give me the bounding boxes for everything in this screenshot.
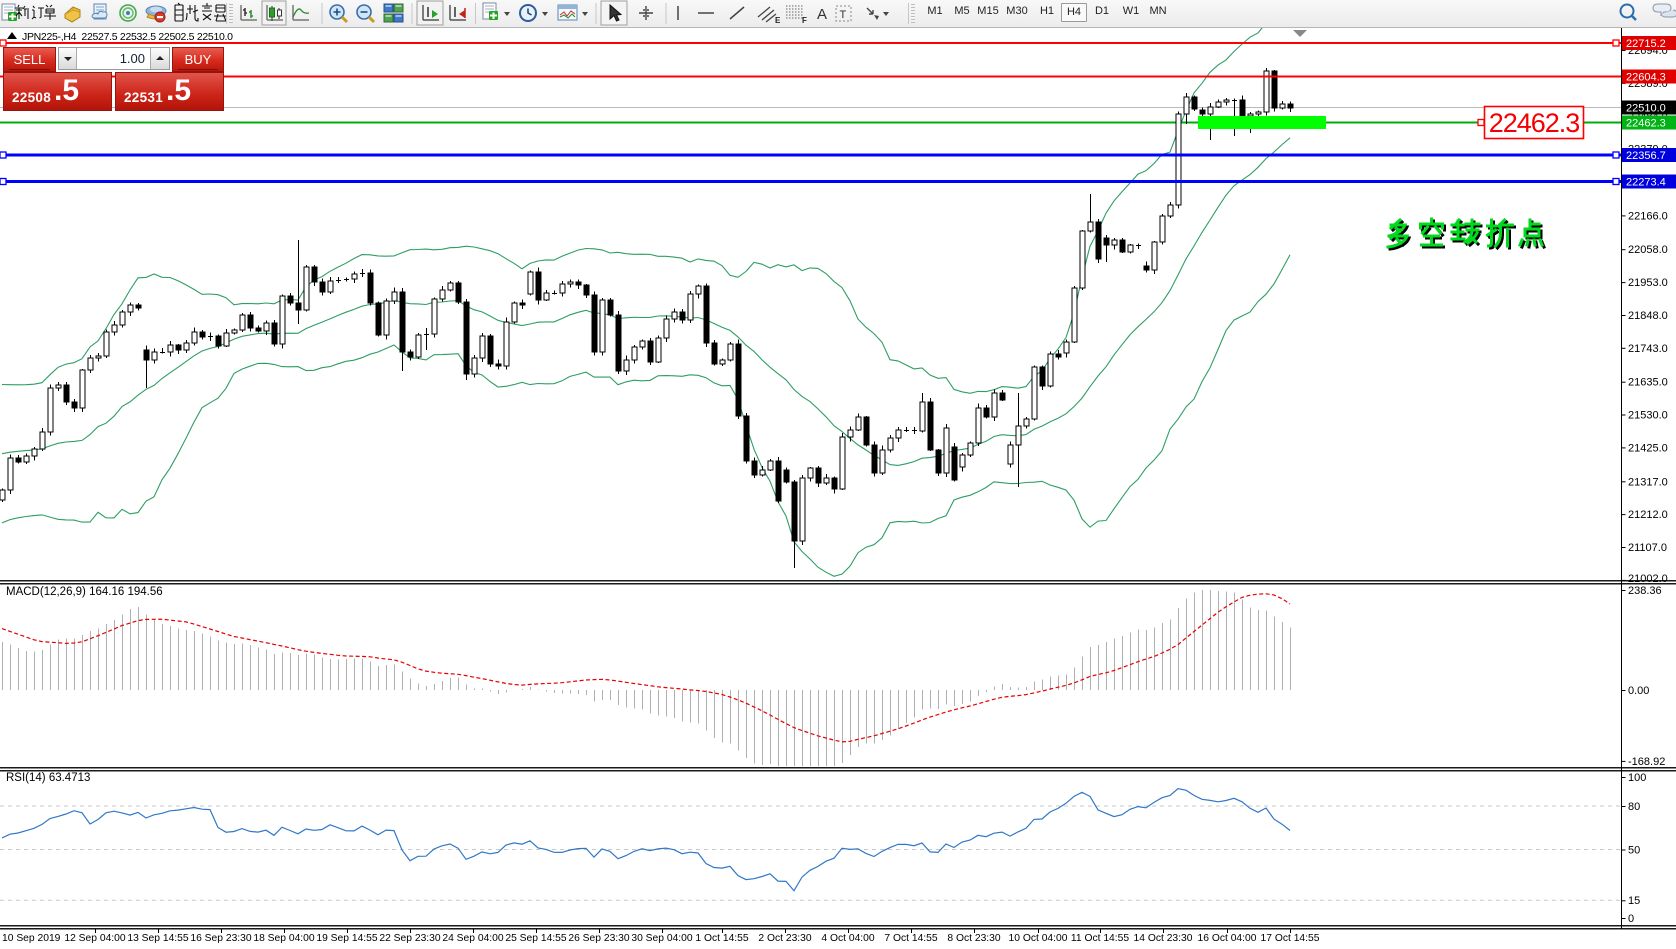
svg-text:22356.7: 22356.7 bbox=[1626, 150, 1666, 162]
svg-text:21107.0: 21107.0 bbox=[1628, 542, 1667, 554]
svg-text:24 Sep 04:00: 24 Sep 04:00 bbox=[442, 933, 504, 944]
svg-text:15: 15 bbox=[1628, 895, 1640, 907]
svg-text:-168.92: -168.92 bbox=[1628, 756, 1665, 768]
svg-text:19 Sep 14:55: 19 Sep 14:55 bbox=[316, 933, 378, 944]
svg-text:A: A bbox=[817, 6, 827, 23]
svg-text:11 Oct 14:55: 11 Oct 14:55 bbox=[1071, 933, 1129, 944]
svg-text:22166.0: 22166.0 bbox=[1628, 210, 1668, 222]
svg-text:100: 100 bbox=[1628, 772, 1646, 784]
svg-text:18 Sep 04:00: 18 Sep 04:00 bbox=[253, 933, 315, 944]
svg-text:10 Sep 2019: 10 Sep 2019 bbox=[2, 933, 61, 944]
svg-text:21848.0: 21848.0 bbox=[1628, 310, 1668, 322]
svg-text:JPN225-,H4 22527.5 22532.5 22: JPN225-,H4 22527.5 22532.5 22502.5 22510… bbox=[22, 31, 233, 43]
svg-text:30 Sep 04:00: 30 Sep 04:00 bbox=[631, 933, 693, 944]
svg-text:4 Oct 04:00: 4 Oct 04:00 bbox=[821, 933, 875, 944]
svg-text:16 Oct 04:00: 16 Oct 04:00 bbox=[1198, 933, 1257, 944]
svg-text:7 Oct 14:55: 7 Oct 14:55 bbox=[884, 933, 938, 944]
svg-text:238.36: 238.36 bbox=[1628, 585, 1662, 597]
svg-text:50: 50 bbox=[1628, 845, 1640, 857]
svg-text:10 Oct 04:00: 10 Oct 04:00 bbox=[1009, 933, 1068, 944]
svg-text:14 Oct 23:30: 14 Oct 23:30 bbox=[1134, 933, 1193, 944]
svg-text:13 Sep 14:55: 13 Sep 14:55 bbox=[127, 933, 189, 944]
svg-text:21743.0: 21743.0 bbox=[1628, 343, 1668, 355]
svg-text:26 Sep 23:30: 26 Sep 23:30 bbox=[568, 933, 630, 944]
svg-text:17 Oct 14:55: 17 Oct 14:55 bbox=[1261, 933, 1320, 944]
svg-text:21425.0: 21425.0 bbox=[1628, 442, 1668, 454]
svg-text:21635.0: 21635.0 bbox=[1628, 377, 1668, 389]
svg-text:80: 80 bbox=[1628, 801, 1640, 813]
svg-text:1 Oct 14:55: 1 Oct 14:55 bbox=[695, 933, 749, 944]
svg-text:22715.2: 22715.2 bbox=[1626, 38, 1666, 50]
svg-text:0: 0 bbox=[1628, 913, 1634, 925]
svg-text:22462.3: 22462.3 bbox=[1626, 118, 1666, 130]
svg-text:21953.0: 21953.0 bbox=[1628, 277, 1668, 289]
svg-text:22604.3: 22604.3 bbox=[1626, 72, 1666, 84]
svg-text:22462.3: 22462.3 bbox=[1489, 108, 1580, 138]
svg-text:22273.4: 22273.4 bbox=[1626, 177, 1666, 189]
svg-text:E: E bbox=[775, 16, 781, 25]
svg-text:MACD(12,26,9) 164.16 194.56: MACD(12,26,9) 164.16 194.56 bbox=[6, 586, 163, 598]
svg-text:8 Oct 23:30: 8 Oct 23:30 bbox=[947, 933, 1001, 944]
svg-text:21212.0: 21212.0 bbox=[1628, 509, 1668, 521]
svg-text:F: F bbox=[802, 16, 807, 25]
svg-text:16 Sep 23:30: 16 Sep 23:30 bbox=[190, 933, 252, 944]
svg-text:T: T bbox=[840, 9, 847, 21]
svg-text:22 Sep 23:30: 22 Sep 23:30 bbox=[379, 933, 441, 944]
svg-text:21530.0: 21530.0 bbox=[1628, 410, 1668, 422]
svg-text:12 Sep 04:00: 12 Sep 04:00 bbox=[64, 933, 126, 944]
svg-text:22510.0: 22510.0 bbox=[1626, 103, 1666, 115]
svg-text:21317.0: 21317.0 bbox=[1628, 476, 1668, 488]
svg-text:25 Sep 14:55: 25 Sep 14:55 bbox=[505, 933, 567, 944]
svg-text:22058.0: 22058.0 bbox=[1628, 244, 1668, 256]
svg-text:0.00: 0.00 bbox=[1628, 685, 1649, 697]
svg-text:21002.0: 21002.0 bbox=[1628, 573, 1668, 585]
svg-text:RSI(14) 63.4713: RSI(14) 63.4713 bbox=[6, 772, 90, 784]
svg-text:2 Oct 23:30: 2 Oct 23:30 bbox=[758, 933, 812, 944]
